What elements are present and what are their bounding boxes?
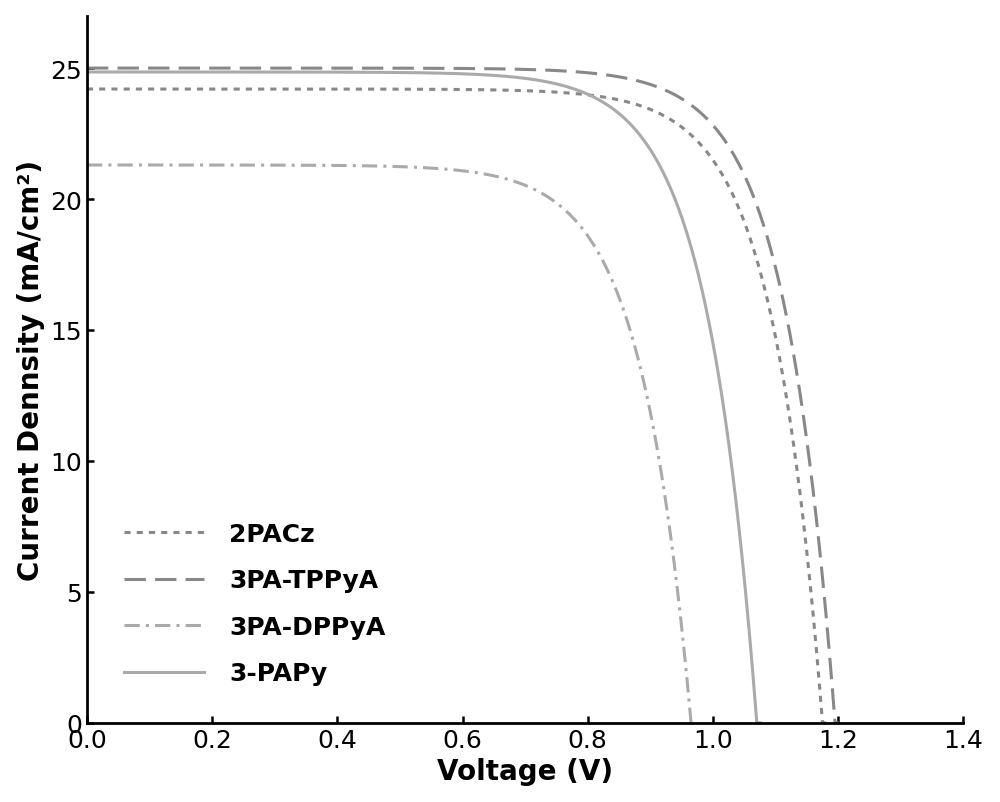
3-PAPy bbox=[368, 68, 380, 78]
3-PAPy bbox=[81, 68, 93, 78]
Line: 3PA-TPPyA: 3PA-TPPyA bbox=[87, 69, 839, 723]
3-PAPy bbox=[668, 193, 680, 203]
Line: 2PACz: 2PACz bbox=[87, 90, 826, 723]
2PACz bbox=[820, 719, 832, 728]
Y-axis label: Current Dennsity (mA/cm²): Current Dennsity (mA/cm²) bbox=[17, 160, 45, 580]
3PA-TPPyA bbox=[81, 64, 93, 74]
3-PAPy bbox=[741, 602, 753, 611]
3PA-DPPyA bbox=[340, 161, 352, 171]
3PA-DPPyA bbox=[688, 719, 700, 728]
Legend: 2PACz, 3PA-TPPyA, 3PA-DPPyA, 3-PAPy: 2PACz, 3PA-TPPyA, 3PA-DPPyA, 3-PAPy bbox=[99, 497, 411, 711]
3PA-TPPyA bbox=[833, 719, 845, 728]
3-PAPy bbox=[754, 719, 766, 728]
3PA-TPPyA bbox=[818, 589, 830, 598]
2PACz bbox=[806, 595, 818, 605]
2PACz bbox=[81, 85, 93, 95]
3PA-DPPyA bbox=[81, 161, 93, 171]
3-PAPy bbox=[751, 719, 763, 728]
3PA-TPPyA bbox=[737, 168, 749, 178]
3-PAPy bbox=[339, 68, 351, 78]
Line: 3PA-DPPyA: 3PA-DPPyA bbox=[87, 166, 694, 723]
2PACz bbox=[209, 85, 221, 95]
3PA-DPPyA bbox=[150, 161, 162, 171]
3PA-TPPyA bbox=[167, 64, 179, 74]
2PACz bbox=[165, 85, 177, 95]
3PA-DPPyA bbox=[186, 161, 198, 171]
3PA-TPPyA bbox=[829, 719, 841, 728]
3PA-DPPyA bbox=[314, 161, 326, 171]
3-PAPy bbox=[158, 68, 170, 78]
3PA-DPPyA bbox=[676, 627, 688, 637]
2PACz bbox=[364, 85, 376, 95]
3PA-TPPyA bbox=[402, 64, 414, 74]
Line: 3-PAPy: 3-PAPy bbox=[87, 73, 760, 723]
X-axis label: Voltage (V): Voltage (V) bbox=[437, 757, 613, 785]
2PACz bbox=[817, 719, 829, 728]
3-PAPy bbox=[198, 68, 210, 78]
2PACz bbox=[726, 189, 738, 199]
3PA-DPPyA bbox=[611, 287, 623, 297]
2PACz bbox=[396, 85, 408, 95]
3PA-TPPyA bbox=[211, 64, 223, 74]
3PA-TPPyA bbox=[369, 64, 381, 74]
3PA-DPPyA bbox=[685, 719, 697, 728]
